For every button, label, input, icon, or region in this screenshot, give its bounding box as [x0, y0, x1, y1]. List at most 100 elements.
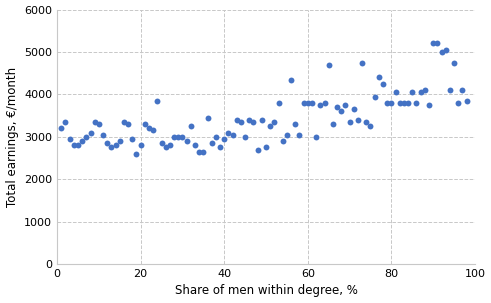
Point	[133, 151, 140, 156]
Point	[111, 143, 119, 148]
Point	[463, 98, 470, 103]
Point	[434, 41, 441, 46]
Point	[400, 100, 408, 105]
Point	[271, 119, 278, 124]
Point	[174, 134, 182, 139]
Point	[312, 134, 320, 139]
Point	[459, 88, 466, 92]
Point	[166, 143, 174, 148]
Point	[183, 138, 191, 143]
Point	[446, 88, 454, 92]
Point	[291, 122, 299, 126]
Point	[358, 60, 366, 65]
Point	[258, 117, 266, 122]
Point	[187, 124, 195, 128]
Y-axis label: Total earnings, €/month: Total earnings, €/month	[5, 67, 19, 207]
Point	[246, 117, 253, 122]
Point	[66, 136, 74, 141]
Point	[321, 100, 328, 105]
Point	[120, 119, 128, 124]
Point	[296, 132, 303, 137]
Point	[124, 122, 132, 126]
Point	[208, 141, 216, 145]
Point	[99, 132, 107, 137]
Point	[412, 100, 420, 105]
Point	[78, 138, 86, 143]
Point	[116, 138, 124, 143]
Point	[396, 100, 404, 105]
Point	[404, 100, 412, 105]
Point	[103, 141, 111, 145]
Point	[337, 109, 345, 114]
Point	[237, 119, 245, 124]
Point	[346, 119, 354, 124]
Point	[279, 138, 287, 143]
Point	[283, 132, 291, 137]
Point	[300, 100, 307, 105]
Point	[425, 102, 433, 107]
Point	[191, 143, 199, 148]
Point	[136, 143, 144, 148]
Point	[57, 126, 65, 131]
Point	[145, 126, 153, 131]
Point	[383, 100, 391, 105]
Point	[128, 136, 136, 141]
Point	[179, 134, 187, 139]
Point	[86, 130, 94, 135]
Point	[387, 100, 395, 105]
Point	[170, 134, 178, 139]
Point	[417, 90, 425, 95]
Point	[308, 100, 316, 105]
Point	[354, 117, 362, 122]
Point	[392, 90, 400, 95]
Point	[266, 124, 274, 128]
Point	[362, 119, 370, 124]
Point	[91, 119, 99, 124]
Point	[304, 100, 312, 105]
Point	[437, 50, 445, 55]
Point	[249, 119, 257, 124]
Point	[450, 60, 458, 65]
Point	[82, 134, 90, 139]
Point	[254, 147, 262, 152]
Point	[333, 105, 341, 109]
Point	[229, 132, 237, 137]
Point	[316, 102, 324, 107]
Point	[379, 81, 387, 86]
Point	[149, 128, 157, 133]
Point	[220, 136, 228, 141]
Point	[375, 75, 383, 80]
Point	[158, 141, 165, 145]
Point	[154, 98, 162, 103]
Point	[108, 145, 115, 150]
Point	[70, 143, 78, 148]
Point	[287, 77, 295, 82]
Point	[61, 119, 69, 124]
Point	[262, 145, 270, 150]
Point	[367, 124, 375, 128]
Point	[421, 88, 429, 92]
Point	[274, 100, 282, 105]
Point	[454, 100, 462, 105]
Point	[216, 145, 224, 150]
Point	[199, 149, 207, 154]
Point	[350, 107, 358, 112]
Point	[341, 102, 349, 107]
Point	[371, 94, 379, 99]
Point	[141, 122, 149, 126]
X-axis label: Share of men within degree, %: Share of men within degree, %	[175, 285, 357, 298]
Point	[409, 90, 416, 95]
Point	[162, 145, 170, 150]
Point	[233, 117, 241, 122]
Point	[224, 130, 232, 135]
Point	[204, 115, 212, 120]
Point	[241, 134, 249, 139]
Point	[95, 122, 103, 126]
Point	[195, 149, 203, 154]
Point	[442, 48, 450, 52]
Point	[429, 41, 437, 46]
Point	[325, 62, 332, 67]
Point	[212, 134, 220, 139]
Point	[74, 143, 82, 148]
Point	[329, 122, 337, 126]
